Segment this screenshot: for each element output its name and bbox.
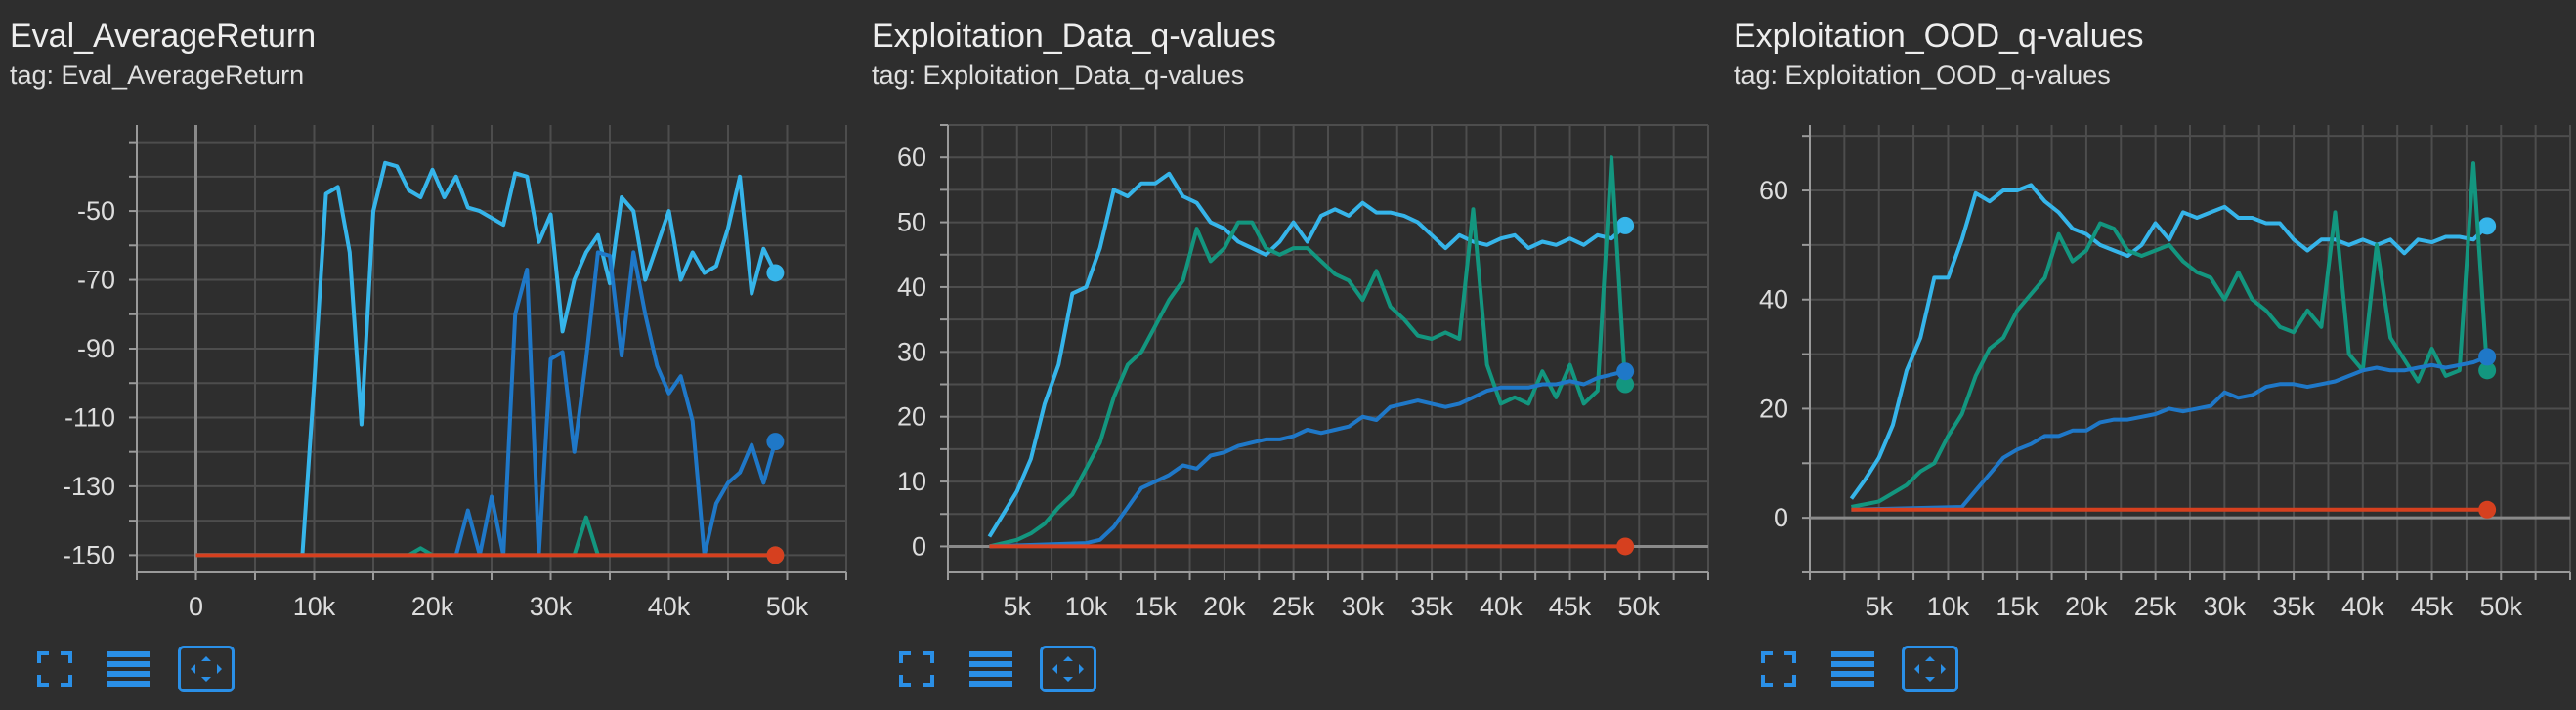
chart-toolbar — [891, 645, 1096, 693]
y-tick-label: 60 — [1759, 176, 1788, 205]
toggle-log-scale-button[interactable] — [104, 647, 154, 691]
series-line-teal — [988, 155, 1628, 549]
chart-toolbar — [29, 645, 235, 693]
fit-domain-icon — [191, 656, 222, 682]
series-end-marker — [766, 264, 785, 282]
x-tick-label: 25k — [2134, 592, 2177, 621]
series-end-marker — [1616, 216, 1635, 234]
series-line-dark-blue — [195, 250, 778, 558]
chart-subtitle: tag: Exploitation_OOD_q-values — [1734, 61, 2111, 90]
series-line-dark-blue — [1851, 355, 2488, 512]
series-line-light-blue — [195, 160, 778, 558]
fullscreen-button[interactable] — [891, 647, 942, 691]
chart-title: Exploitation_OOD_q-values — [1734, 18, 2144, 55]
fit-domain-button[interactable] — [1902, 646, 1958, 692]
x-tick-label: 45k — [1549, 592, 1592, 621]
x-tick-label: 50k — [2479, 592, 2522, 621]
fit-domain-button[interactable] — [178, 646, 235, 692]
series-end-marker — [766, 546, 785, 564]
x-tick-label: 40k — [648, 592, 691, 621]
y-tick-label: 40 — [897, 272, 926, 302]
x-tick-label: 30k — [530, 592, 573, 621]
y-tick-label: 0 — [1774, 503, 1788, 532]
series-line-dark-blue — [989, 369, 1626, 549]
x-tick-label: 50k — [766, 592, 809, 621]
legend-list-icon — [969, 651, 1012, 687]
series-line-teal — [1851, 161, 2490, 509]
chart-card-exploitation-data-q-values: Exploitation_Data_q-values tag: Exploita… — [862, 0, 1722, 710]
y-tick-label: -90 — [77, 334, 115, 363]
chart-title: Exploitation_Data_q-values — [872, 18, 1276, 55]
y-tick-label: -130 — [63, 472, 115, 501]
x-tick-label: 30k — [2204, 592, 2247, 621]
series-end-marker — [766, 433, 785, 451]
series-end-marker — [1616, 362, 1635, 381]
x-tick-label: 10k — [293, 592, 336, 621]
x-tick-label: 10k — [1065, 592, 1108, 621]
fit-domain-icon — [1914, 656, 1946, 682]
fullscreen-icon — [1761, 651, 1796, 687]
series-line-light-blue — [987, 171, 1627, 538]
x-tick-label: 40k — [2341, 592, 2384, 621]
line-chart[interactable]: -50 -70 -90 -110 -130 -150 0 10k 20k 30k 40k 50k — [0, 0, 860, 635]
y-tick-label: 20 — [897, 402, 926, 432]
toggle-log-scale-button[interactable] — [1827, 647, 1878, 691]
series-end-marker — [1616, 537, 1635, 556]
fullscreen-button[interactable] — [1753, 647, 1804, 691]
chart-card-exploitation-ood-q-values: Exploitation_OOD_q-values tag: Exploitat… — [1724, 0, 2576, 710]
series-line-light-blue — [1849, 183, 2489, 500]
y-tick-label: -110 — [64, 402, 115, 432]
x-tick-label: 20k — [411, 592, 454, 621]
x-tick-label: 5k — [1003, 592, 1031, 621]
y-tick-label: 50 — [897, 208, 926, 237]
x-tick-label: 30k — [1342, 592, 1385, 621]
y-tick-label: 20 — [1759, 394, 1788, 423]
y-tick-label: -70 — [77, 266, 115, 295]
x-tick-label: 20k — [2065, 592, 2108, 621]
legend-list-icon — [1831, 651, 1874, 687]
x-tick-label: 15k — [1996, 592, 2039, 621]
series-end-marker — [2478, 361, 2497, 380]
x-tick-label: 45k — [2411, 592, 2454, 621]
series-end-marker — [2478, 500, 2497, 519]
x-tick-label: 5k — [1865, 592, 1893, 621]
x-tick-label: 25k — [1272, 592, 1315, 621]
x-tick-label: 15k — [1134, 592, 1177, 621]
x-tick-label: 0 — [189, 592, 203, 621]
y-tick-label: 0 — [912, 531, 926, 561]
chart-card-eval-average-return: Eval_AverageReturn tag: Eval_AverageRetu… — [0, 0, 860, 710]
line-chart[interactable]: 0 10 20 30 40 50 60 5k 10k 15k 20k 25k 30k 35k 40k 45k 5… — [862, 0, 1722, 635]
line-chart[interactable]: 0 20 40 60 5k 10k 15k 20k 25k 30k 35k 40k 45k 50k — [1724, 0, 2576, 635]
fullscreen-icon — [37, 651, 72, 687]
series-end-marker — [2478, 217, 2497, 235]
fullscreen-icon — [899, 651, 934, 687]
x-tick-label: 10k — [1927, 592, 1970, 621]
chart-title: Eval_AverageReturn — [10, 18, 317, 55]
series-end-marker — [1616, 375, 1635, 394]
y-tick-label: -150 — [63, 540, 115, 569]
toggle-log-scale-button[interactable] — [966, 647, 1016, 691]
fullscreen-button[interactable] — [29, 647, 80, 691]
y-tick-label: 40 — [1759, 285, 1788, 314]
x-tick-label: 35k — [1410, 592, 1453, 621]
fit-domain-button[interactable] — [1040, 646, 1096, 692]
series-end-marker — [2478, 348, 2497, 366]
y-tick-label: 60 — [897, 143, 926, 172]
x-tick-label: 35k — [2272, 592, 2315, 621]
x-tick-label: 20k — [1203, 592, 1246, 621]
chart-toolbar — [1753, 645, 1958, 693]
x-tick-label: 50k — [1617, 592, 1660, 621]
chart-subtitle: tag: Exploitation_Data_q-values — [872, 61, 1245, 90]
chart-subtitle: tag: Eval_AverageReturn — [10, 61, 305, 90]
fit-domain-icon — [1052, 656, 1084, 682]
y-tick-label: 10 — [897, 467, 926, 496]
legend-list-icon — [107, 651, 150, 687]
y-tick-label: 30 — [897, 337, 926, 366]
y-tick-label: -50 — [77, 196, 115, 226]
x-tick-label: 40k — [1480, 592, 1523, 621]
